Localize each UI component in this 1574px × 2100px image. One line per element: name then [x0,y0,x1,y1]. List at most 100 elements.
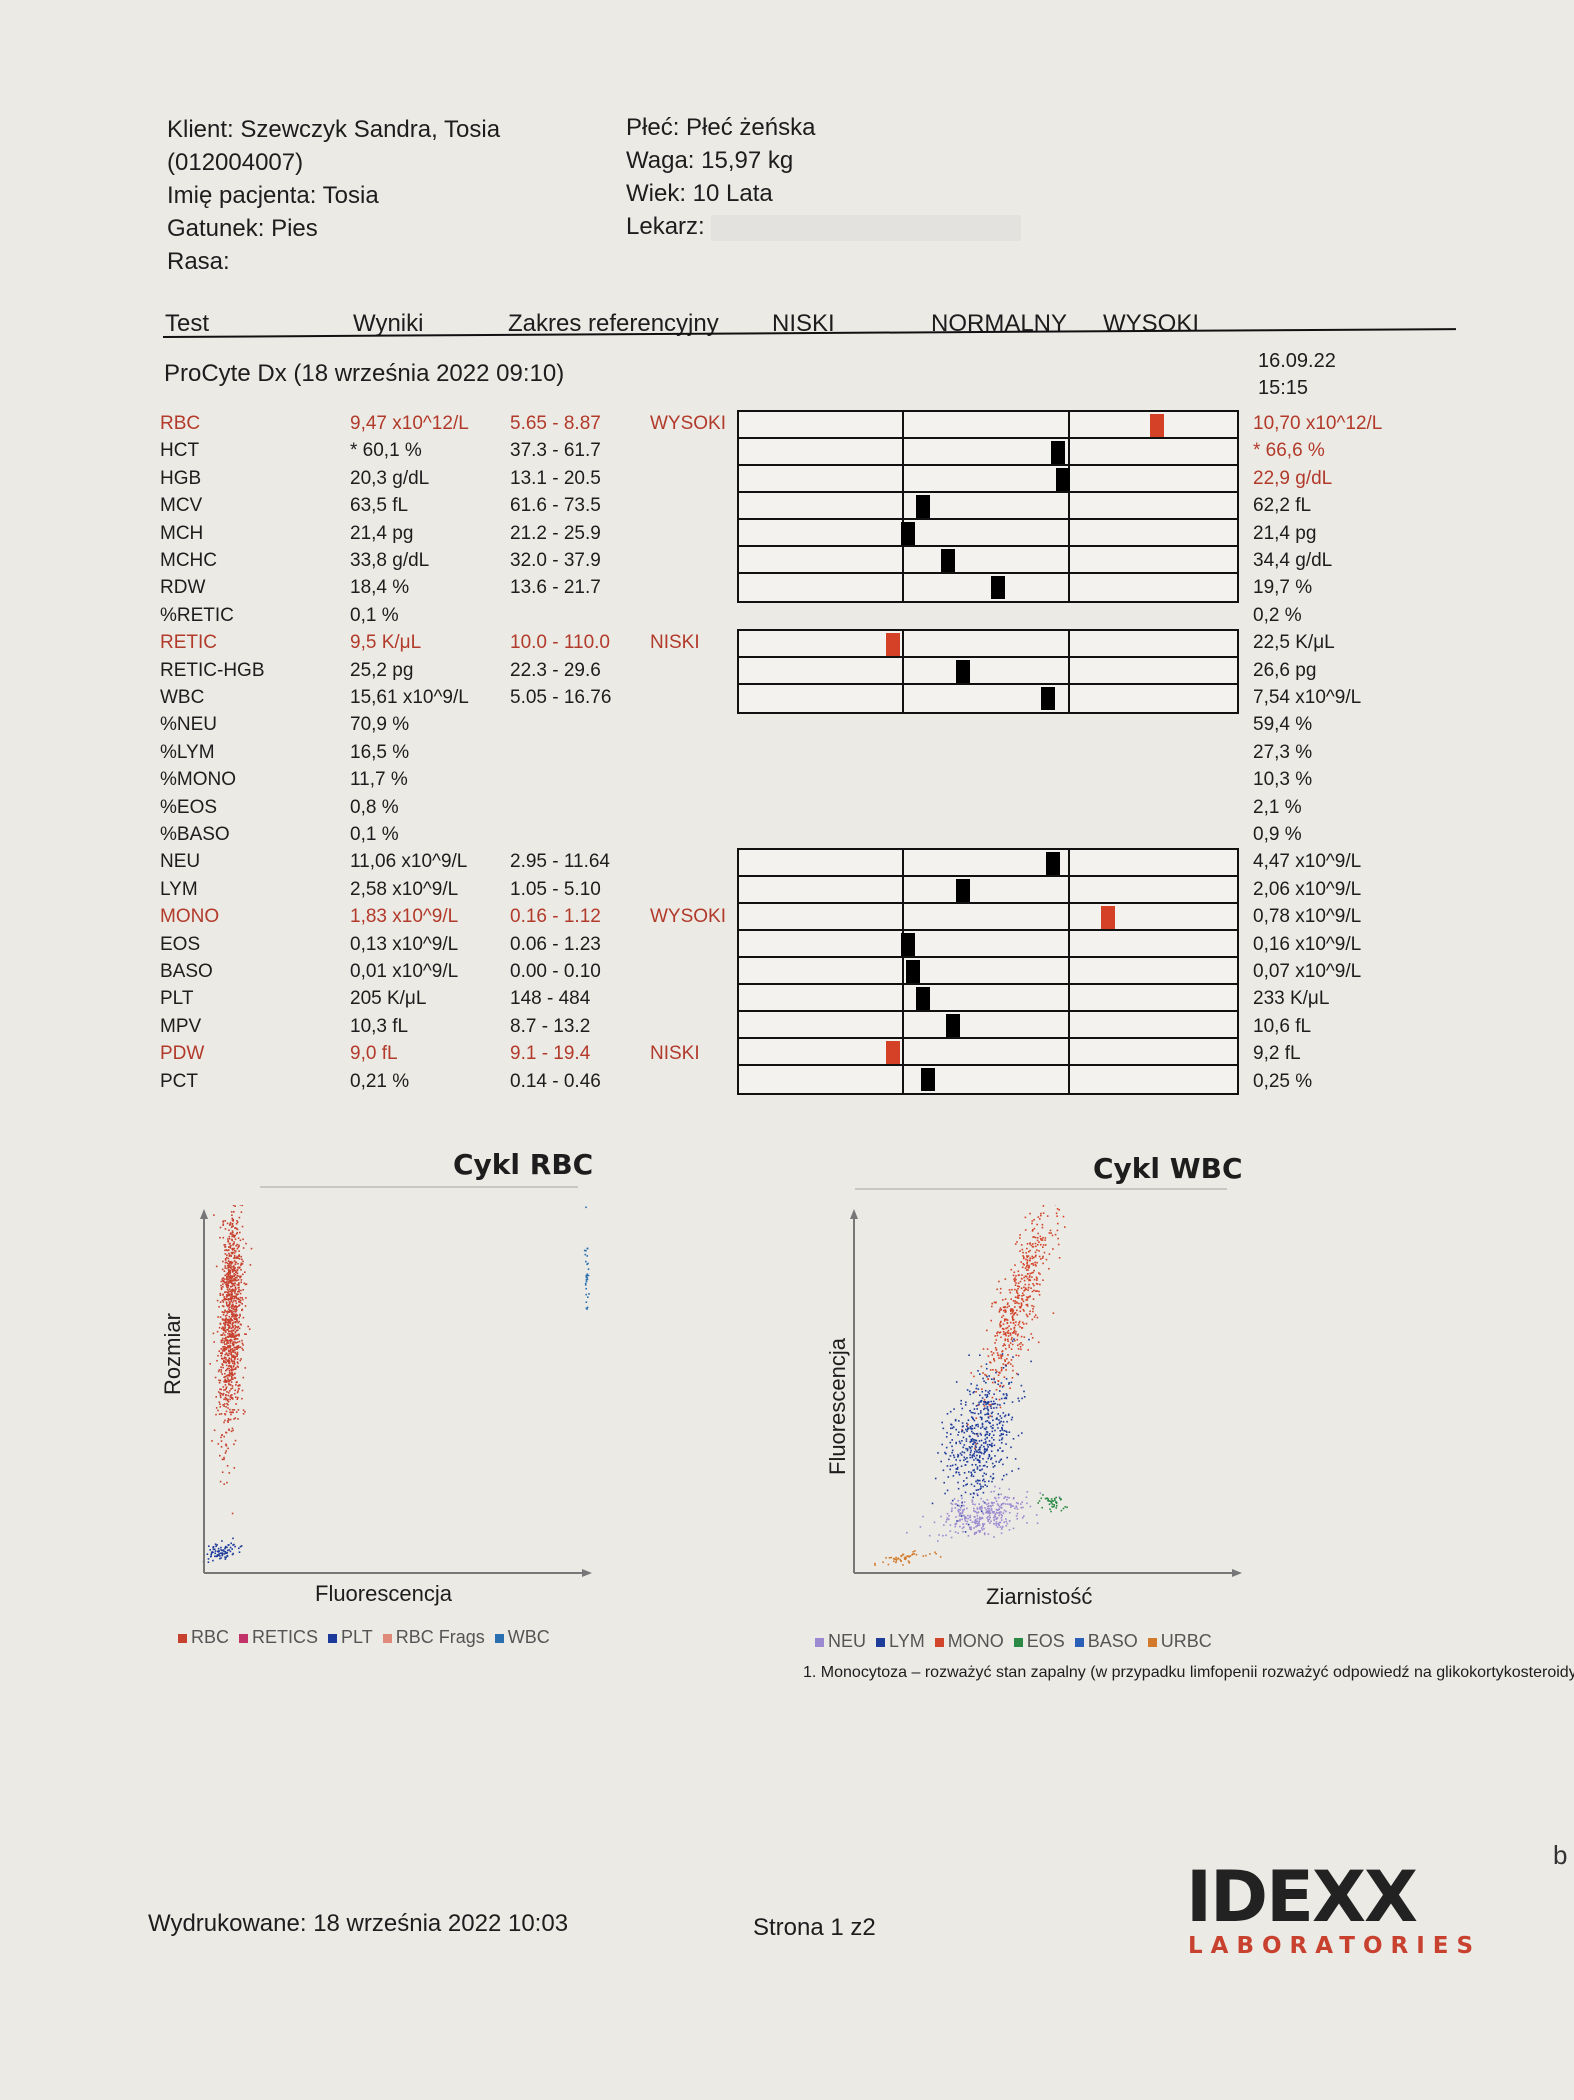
eos-cluster [1037,1494,1068,1513]
range-bar-hct [739,439,1237,466]
urbc-cluster [874,1550,942,1566]
range-bar-neu [739,850,1237,877]
test-result: 33,8 g/dL [350,550,430,571]
page-number: Strona 1 z2 [753,1914,876,1941]
result-row-retic: RETIC 9,5 K/μL 10.0 - 110.0 NISKI 22,5 K/μL [0,629,1574,656]
test-name: BASO [160,961,213,982]
idexx-logo: IDEXX [1186,1856,1418,1938]
wbc-legend-label: BASO [1087,1631,1138,1651]
test-result: 0,1 % [350,605,399,626]
test-result: 2,58 x10^9/L [350,879,459,900]
patient-name: Imię pacjenta: Tosia [167,182,379,209]
result-marker [901,933,915,956]
mono-cluster [961,1205,1066,1450]
reference-range: 0.16 - 1.12 [510,906,601,927]
result-marker [916,495,930,518]
reference-range: 37.3 - 61.7 [510,440,601,461]
test-name: %EOS [160,797,218,818]
range-bar-rdw [739,574,1237,601]
result-row-neu: NEU 11,06 x10^9/L 2.95 - 11.64 4,47 x10^9/L [0,848,1574,875]
patient-info-left: Klient: Szewczyk Sandra, Tosia (01200400… [167,113,500,278]
previous-result: * 66,6 % [1253,440,1325,461]
weight: Waga: 15,97 kg [626,147,794,174]
test-result: * 60,1 % [350,440,422,461]
test-result: 25,2 pg [350,660,414,681]
result-row-baso: BASO 0,01 x10^9/L 0.00 - 0.10 0,07 x10^9/L [0,958,1574,985]
wbc-legend-swatch [815,1637,824,1647]
result-marker [886,633,900,656]
lym-cluster [931,1338,1032,1533]
rbc-legend-item: RBC [178,1627,229,1647]
section-title: ProCyte Dx (18 września 2022 09:10) [164,360,565,387]
result-row-mono: %MONO 11,7 % 10,3 % [0,766,1574,793]
rbc-legend-item: RETICS [239,1627,318,1647]
previous-result: 10,3 % [1253,769,1313,790]
reference-range: 0.06 - 1.23 [510,934,601,955]
result-row-mchc: MCHC 33,8 g/dL 32.0 - 37.9 34,4 g/dL [0,547,1574,574]
wbc-chart-title: Cykl WBC [1093,1152,1243,1185]
result-marker [941,549,955,572]
previous-result: 2,1 % [1253,797,1302,818]
result-row-mono: MONO 1,83 x10^9/L 0.16 - 1.12 WYSOKI 0,78 x1… [0,903,1574,930]
low-normal-divider [902,412,904,601]
wbc-legend-item: BASO [1074,1631,1138,1651]
wbc-legend: NEU LYM MONO EOS BASO URBC [815,1631,1222,1652]
patient-info-right: Płeć: Płeć żeńska Waga: 15,97 kg Wiek: 1… [626,111,1021,243]
wbc-title-underline [855,1188,1227,1190]
result-row-retic: %RETIC 0,1 % 0,2 % [0,602,1574,629]
interpretation-note: 1. Monocytoza – rozważyć stan zapalny (w… [803,1664,1574,1681]
result-row-rdw: RDW 18,4 % 13.6 - 21.7 19,7 % [0,574,1574,601]
col-normal: NORMALNY [931,310,1068,337]
test-name: %NEU [160,714,218,735]
wbc-legend-swatch [876,1637,886,1647]
test-result: 20,3 g/dL [350,468,430,489]
test-result: 9,5 K/μL [350,632,422,653]
sex: Płeć: Płeć żeńska [626,114,816,141]
test-name: RDW [160,577,206,598]
range-bar-pct [739,1066,1237,1093]
client-id: (012004007) [167,149,304,176]
range-bar-hgb [739,466,1237,493]
range-bar-wbc [739,685,1237,712]
test-result: 21,4 pg [350,523,414,544]
range-bar-pdw [739,1039,1237,1066]
neu-cluster [906,1485,1061,1542]
result-row-hgb: HGB 20,3 g/dL 13.1 - 20.5 22,9 g/dL [0,465,1574,492]
test-result: 9,47 x10^12/L [350,413,469,434]
test-result: 11,7 % [350,769,408,790]
normal-high-divider [1068,412,1070,601]
col-results: Wyniki [353,310,424,337]
test-name: LYM [160,879,198,900]
result-row-lym: LYM 2,58 x10^9/L 1.05 - 5.10 2,06 x10^9/L [0,876,1574,903]
test-result: 0,21 % [350,1071,410,1092]
result-row-neu: %NEU 70,9 % 59,4 % [0,711,1574,738]
previous-result: 62,2 fL [1253,495,1312,516]
range-bar-mchc [739,547,1237,574]
test-name: PDW [160,1043,205,1064]
test-result: 15,61 x10^9/L [350,687,469,708]
range-bar-rbc [739,412,1237,439]
result-row-retichgb: RETIC-HGB 25,2 pg 22.3 - 29.6 26,6 pg [0,657,1574,684]
rbc-x-label: Fluorescencja [315,1581,452,1606]
range-bar-mpv [739,1012,1237,1039]
previous-result: 0,25 % [1253,1071,1313,1092]
test-result: 0,13 x10^9/L [350,934,459,955]
test-name: MPV [160,1016,202,1037]
rbc-legend-swatch [494,1633,504,1643]
reference-range: 5.05 - 16.76 [510,687,612,708]
reference-range: 148 - 484 [510,988,591,1009]
test-name: MONO [160,906,220,927]
result-row-eos: EOS 0,13 x10^9/L 0.06 - 1.23 0,16 x10^9/L [0,931,1574,958]
rbc-legend: RBC RETICS PLT RBC Frags WBC [178,1627,560,1648]
wbc-legend-swatch [1147,1637,1157,1647]
previous-result: 19,7 % [1253,577,1313,598]
test-name: %LYM [160,742,215,763]
status-flag: NISKI [650,632,700,653]
previous-result: 2,06 x10^9/L [1253,879,1362,900]
reference-range: 2.95 - 11.64 [510,851,611,872]
breed: Rasa: [167,248,230,275]
result-row-wbc: WBC 15,61 x10^9/L 5.05 - 16.76 7,54 x10^9/L [0,684,1574,711]
previous-run-date: 16.09.22 [1258,350,1336,372]
test-name: PCT [160,1071,198,1092]
age: Wiek: 10 Lata [626,180,773,207]
